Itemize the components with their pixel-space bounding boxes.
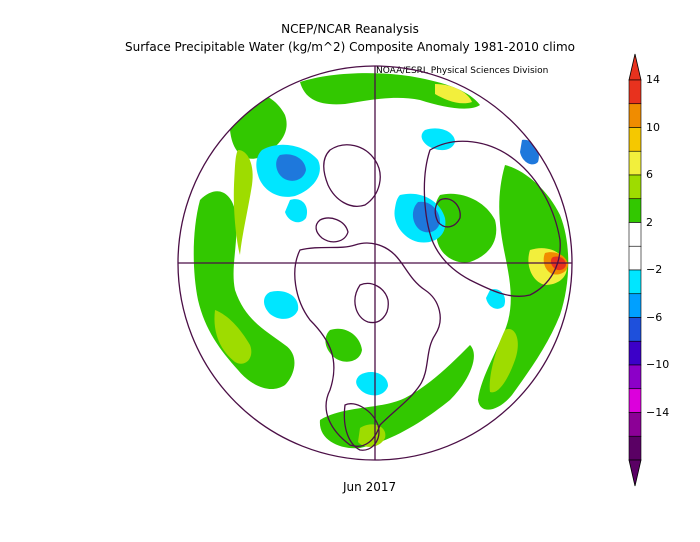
coast-eurasia (423, 140, 561, 297)
negative-anomaly-east (486, 289, 506, 309)
negative-anomaly-west (285, 199, 308, 223)
colorbar-segment (628, 198, 642, 223)
positive-anomaly-north (300, 73, 480, 109)
chart-title: NCEP/NCAR Reanalysis (281, 22, 419, 36)
positive-anomaly-south (319, 345, 474, 449)
colorbar-segment (628, 245, 642, 271)
coast-arctic-islands (315, 217, 349, 243)
coast-hudson-bay (354, 282, 389, 324)
colorbar-tick-label: −6 (646, 310, 663, 324)
negative-anomaly-northwest-core (276, 154, 306, 181)
colorbar (628, 53, 642, 487)
colorbar-tick-label: 14 (646, 73, 660, 86)
colorbar-tick-label: −10 (646, 358, 670, 371)
colorbar-segment (628, 150, 642, 176)
positive-anomaly-central (325, 328, 362, 362)
colorbar-segment (628, 317, 642, 342)
colorbar-tick-label: −2 (646, 263, 663, 276)
colorbar-bottom-arrow (628, 459, 642, 487)
colorbar-segment (628, 435, 642, 461)
positive-anomaly-southeast (489, 329, 518, 393)
colorbar-segment (628, 222, 642, 247)
colorbar-segment (628, 79, 642, 105)
coast-greenland (323, 144, 381, 207)
colorbar-segment (628, 340, 642, 366)
colorbar-segment (628, 364, 642, 390)
coastlines (294, 140, 561, 451)
colorbar-segment (628, 388, 642, 413)
colorbar-tick-label: 10 (646, 120, 660, 134)
chart-subtitle: Surface Precipitable Water (kg/m^2) Comp… (125, 40, 575, 54)
colorbar-tick-label: −14 (646, 405, 670, 419)
colorbar-segment (628, 293, 642, 318)
colorbar-segment (628, 412, 642, 437)
colorbar-segment (628, 103, 642, 128)
positive-anomaly-europe (434, 193, 497, 263)
polar-map (177, 65, 573, 461)
colorbar-tick-label: 2 (646, 215, 653, 229)
negative-anomaly-north (421, 128, 455, 151)
positive-anomaly-west (233, 150, 253, 255)
date-label: Jun 2017 (343, 480, 397, 494)
colorbar-segment (628, 127, 642, 152)
coast-scandinavia (434, 198, 461, 228)
positive-anomaly-pacific-core (214, 310, 252, 364)
negative-anomaly-northeast (520, 139, 539, 165)
positive-anomaly-north-core (435, 84, 472, 104)
negative-anomaly-pacific (264, 290, 299, 319)
colorbar-top-arrow (628, 53, 642, 81)
negative-anomaly-south (356, 372, 388, 396)
credit-label: NOAA/ESRL Physical Sciences Division (376, 66, 549, 76)
colorbar-tick-label: 6 (646, 168, 653, 181)
map-boundary (177, 65, 573, 461)
colorbar-segment (628, 174, 642, 200)
positive-anomaly-south-core (358, 424, 386, 447)
anomaly-field (193, 73, 569, 449)
coast-north-america (294, 242, 441, 447)
colorbar-segment (628, 269, 642, 295)
